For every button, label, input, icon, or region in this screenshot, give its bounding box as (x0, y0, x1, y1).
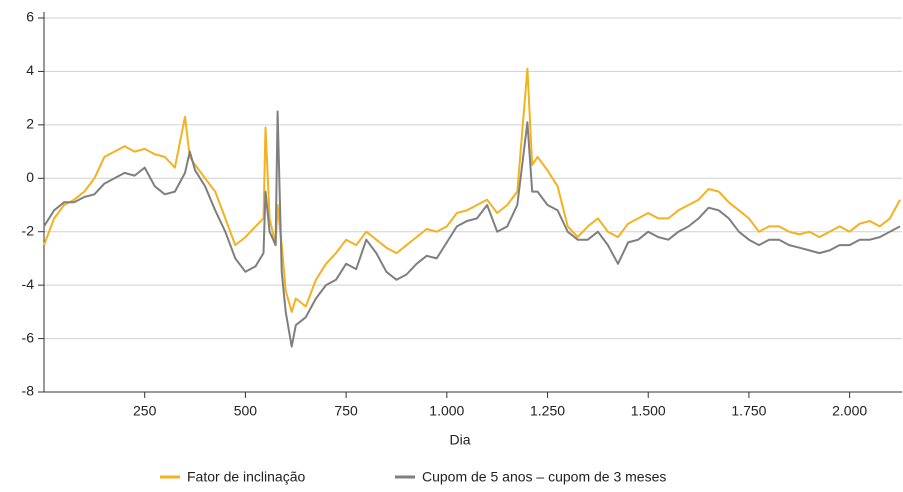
x-tick-label: 1.500 (631, 403, 666, 419)
x-axis-label: Dia (449, 432, 470, 448)
series-line (43, 110, 901, 348)
x-tick-label: 1.750 (731, 403, 766, 419)
y-tick-label: -8 (22, 383, 35, 399)
y-tick-label: -6 (22, 329, 35, 345)
x-tick-label: 1.000 (429, 403, 464, 419)
x-tick-label: 1.250 (530, 403, 565, 419)
y-tick-label: 6 (26, 9, 34, 25)
x-tick-label: 2.000 (832, 403, 867, 419)
y-tick-label: -2 (22, 222, 35, 238)
y-tick-label: 2 (26, 116, 34, 132)
y-tick-label: -4 (22, 276, 35, 292)
legend-label: Cupom de 5 anos – cupom de 3 meses (422, 469, 666, 485)
y-tick-label: 0 (26, 169, 34, 185)
series-line (43, 67, 901, 313)
legend-label: Fator de inclinação (187, 469, 306, 485)
x-tick-label: 250 (133, 403, 157, 419)
y-tick-label: 4 (26, 62, 34, 78)
x-tick-label: 750 (334, 403, 358, 419)
x-tick-label: 500 (234, 403, 258, 419)
